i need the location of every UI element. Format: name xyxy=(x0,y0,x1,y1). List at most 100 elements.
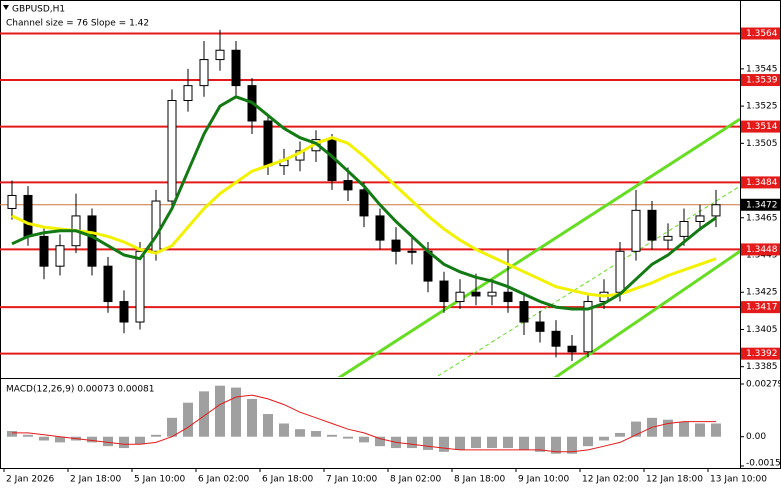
macd-bar xyxy=(519,436,529,450)
candle-body xyxy=(39,235,49,267)
level-label: 1.3514 xyxy=(746,122,778,132)
last-price-tag xyxy=(741,198,780,211)
macd-bar xyxy=(231,387,241,437)
macd-bar xyxy=(695,423,705,437)
level-tag xyxy=(741,74,780,87)
y-tick-label: 1.3545 xyxy=(746,64,778,74)
level-label: 1.3417 xyxy=(746,303,778,313)
level-tag xyxy=(741,120,780,133)
x-tick-label: 2 Jan 18:00 xyxy=(70,475,122,485)
candle-body xyxy=(583,301,593,353)
chart-title: GBPUSD,H1 xyxy=(12,5,65,15)
macd-bar xyxy=(151,434,161,437)
y-tick-label: 1.3445 xyxy=(746,251,778,261)
macd-bar xyxy=(279,423,289,437)
macd-bar xyxy=(167,417,177,437)
macd-bar xyxy=(39,436,49,441)
y-tick-label: 1.3405 xyxy=(746,325,778,335)
candle-body xyxy=(263,120,273,167)
x-tick-label: 2 Jan 2026 xyxy=(6,475,54,485)
candle-body xyxy=(679,221,689,237)
macd-bar xyxy=(199,391,209,437)
macd-bar xyxy=(423,436,433,450)
dropdown-icon xyxy=(3,5,9,10)
macd-bar xyxy=(23,434,33,437)
chart-subtitle: Channel size = 76 Slope = 1.42 xyxy=(6,19,149,29)
macd-bar xyxy=(7,431,17,437)
macd-bar xyxy=(135,436,145,445)
macd-bar xyxy=(503,436,513,449)
x-tick-label: 9 Jan 10:00 xyxy=(518,475,570,485)
candle-body xyxy=(375,215,385,241)
macd-bar xyxy=(103,436,113,447)
macd-bar xyxy=(711,423,721,437)
candle-body xyxy=(23,194,33,237)
candle-body xyxy=(359,189,369,217)
candle-body xyxy=(87,215,97,267)
candle-body xyxy=(423,250,433,282)
macd-bar xyxy=(183,402,193,437)
y-tick-label: 1.3465 xyxy=(746,213,778,223)
macd-bar xyxy=(663,419,673,437)
macd-bar xyxy=(311,431,321,437)
x-tick-label: 6 Jan 02:00 xyxy=(198,475,250,485)
candle-body xyxy=(343,180,353,191)
candle-body xyxy=(567,345,577,353)
level-label: 1.3448 xyxy=(746,245,778,255)
macd-bar xyxy=(407,436,417,449)
macd-signal xyxy=(12,394,716,453)
y-tick-label: 1.3525 xyxy=(746,102,778,112)
channel-line xyxy=(553,250,740,377)
channel-line xyxy=(435,185,740,377)
candle-body xyxy=(55,245,65,267)
moving-average xyxy=(11,95,717,311)
y-tick-label: -0.00155 xyxy=(746,459,781,469)
macd-panel xyxy=(7,385,721,454)
macd-bar xyxy=(679,421,689,437)
candle-body xyxy=(183,85,193,102)
macd-bar xyxy=(87,436,97,443)
candle-body xyxy=(615,250,625,293)
channel-line xyxy=(337,117,740,377)
candle-body xyxy=(199,59,209,87)
macd-bar xyxy=(487,436,497,449)
last-price-label: 1.3472 xyxy=(746,200,778,210)
axes: 1.3385 1.3405 1.3425 1.3445 1.3465 1.3505 1.35… xyxy=(3,27,781,485)
x-tick-label: 5 Jan 10:00 xyxy=(134,475,186,485)
macd-bar xyxy=(455,436,465,450)
candle-body xyxy=(647,209,657,241)
candle-body xyxy=(471,291,481,297)
macd-bar xyxy=(55,436,65,443)
level-tag xyxy=(741,301,780,314)
macd-bar xyxy=(551,436,561,454)
level-tag xyxy=(741,27,780,40)
candle-body xyxy=(455,291,465,303)
price-panel xyxy=(0,29,740,377)
macd-title: MACD(12,26,9) 0.00073 0.00081 xyxy=(6,385,155,395)
macd-bar xyxy=(439,436,449,452)
candle-body xyxy=(103,265,113,303)
candle-body xyxy=(231,49,241,87)
macd-bar xyxy=(343,436,353,439)
macd-bar xyxy=(535,436,545,452)
macd-bar xyxy=(263,414,273,437)
macd-bar xyxy=(295,429,305,437)
macd-bar xyxy=(631,421,641,437)
macd-bar xyxy=(615,432,625,437)
candle-body xyxy=(503,291,513,303)
candle-body xyxy=(519,301,529,323)
candle-body xyxy=(551,330,561,347)
y-tick-label: 0.00279 xyxy=(746,380,781,390)
x-tick-label: 12 Jan 02:00 xyxy=(582,475,639,485)
macd-bar xyxy=(359,436,369,443)
x-tick-label: 6 Jan 18:00 xyxy=(262,475,314,485)
level-label: 1.3539 xyxy=(746,76,778,86)
level-label: 1.3392 xyxy=(746,349,778,359)
x-tick-label: 8 Jan 02:00 xyxy=(390,475,442,485)
macd-bar xyxy=(471,436,481,449)
y-tick-label: 0.00 xyxy=(746,432,766,442)
y-tick-label: 1.3385 xyxy=(746,362,778,372)
macd-bar xyxy=(215,385,225,437)
